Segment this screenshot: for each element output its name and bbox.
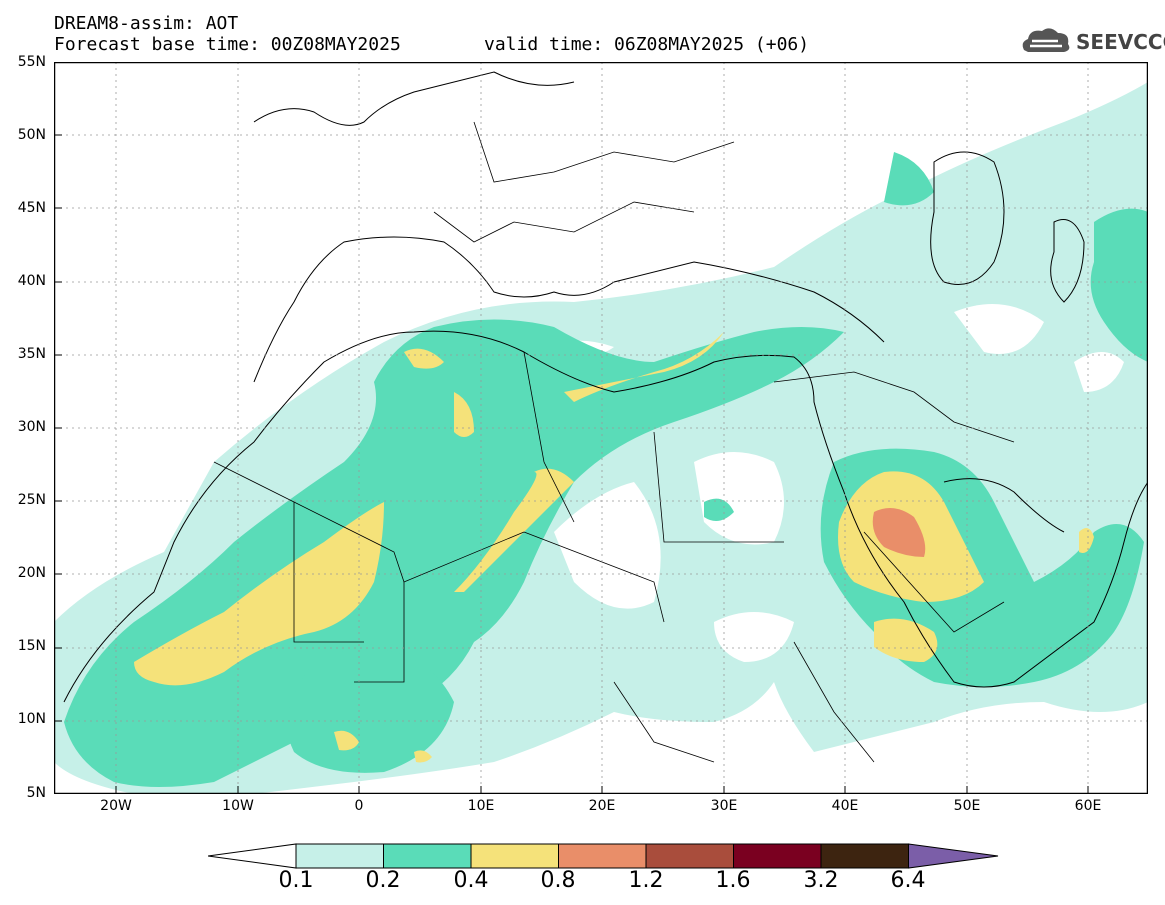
colorbar-label: 6.4: [890, 868, 926, 893]
colorbar: [208, 843, 999, 869]
lon-label: 60E: [1074, 798, 1102, 814]
colorbar-swatch: [383, 843, 472, 869]
colorbar-swatch: [470, 843, 559, 869]
lon-label: 20E: [588, 798, 616, 814]
lon-label: 30E: [710, 798, 738, 814]
lon-label: 50E: [953, 798, 981, 814]
graticule: [54, 62, 1148, 794]
logo-text: SEEVCCC: [1076, 30, 1165, 54]
colorbar-swatch: [733, 843, 822, 869]
forecast-base-time: Forecast base time: 00Z08MAY2025: [54, 34, 401, 55]
aot-level-0.8: [872, 508, 926, 557]
colorbar-label: 0.8: [540, 868, 576, 893]
lon-label: 10E: [467, 798, 495, 814]
coastlines: [63, 71, 1148, 703]
colorbar-label: 1.6: [715, 868, 751, 893]
lon-label: 20W: [100, 798, 132, 814]
lat-label: 20N: [17, 565, 46, 581]
colorbar-swatch: [558, 843, 647, 869]
lat-label: 15N: [17, 638, 46, 654]
lat-label: 30N: [17, 419, 46, 435]
lat-label: 25N: [17, 492, 46, 508]
lon-label: 10W: [222, 798, 254, 814]
lat-label: 40N: [17, 273, 46, 289]
colorbar-under-arrow: [208, 843, 297, 869]
map-area: [54, 62, 1148, 794]
lat-label: 45N: [17, 200, 46, 216]
valid-time: valid time: 06Z08MAY2025 (+06): [484, 34, 810, 55]
lat-label: 5N: [26, 785, 46, 801]
colorbar-label: 0.2: [365, 868, 401, 893]
colorbar-swatch: [295, 843, 384, 869]
lat-label: 50N: [17, 127, 46, 143]
aot-map: [54, 62, 1148, 794]
map-title: DREAM8-assim: AOT: [54, 13, 239, 34]
colorbar-label: 3.2: [803, 868, 839, 893]
lon-label: 0: [354, 798, 364, 814]
colorbar-swatch: [820, 843, 909, 869]
colorbar-swatch: [645, 843, 734, 869]
lat-label: 10N: [17, 711, 46, 727]
cloud-logo-icon: [1022, 28, 1070, 52]
country-borders: [213, 121, 1015, 763]
colorbar-label: 0.4: [453, 868, 489, 893]
colorbar-label: 1.2: [628, 868, 664, 893]
lat-label: 55N: [17, 54, 46, 70]
lat-label: 35N: [17, 346, 46, 362]
tick-marks: [54, 134, 1089, 794]
colorbar-over-arrow: [908, 843, 999, 869]
seevccc-logo: SEEVCCC: [1018, 22, 1165, 58]
lon-label: 40E: [831, 798, 859, 814]
colorbar-label: 0.1: [278, 868, 314, 893]
